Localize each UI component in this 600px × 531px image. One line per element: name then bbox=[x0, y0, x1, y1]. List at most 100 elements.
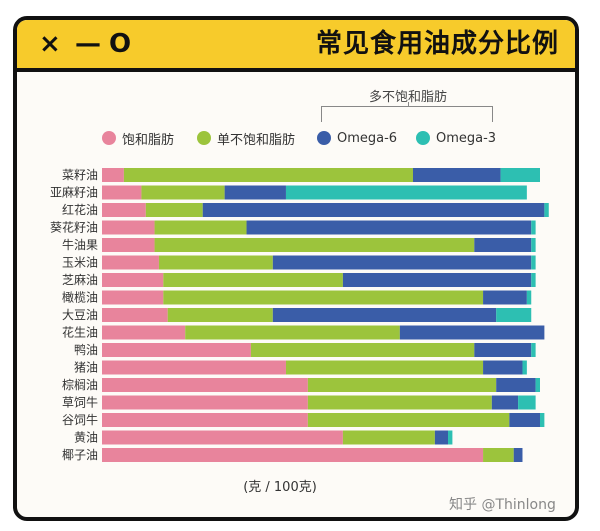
legend-item-omega6: Omega-6 bbox=[317, 127, 397, 149]
bar-segment bbox=[307, 413, 510, 427]
category-label: 橄榄油 bbox=[62, 290, 98, 305]
bar-segment bbox=[509, 413, 540, 427]
legend-dot-saturated bbox=[102, 131, 116, 145]
bar-segment bbox=[224, 185, 286, 200]
bar-segment bbox=[535, 378, 540, 392]
category-label: 椰子油 bbox=[62, 447, 98, 462]
bar-segment bbox=[496, 308, 532, 322]
credit-text: 知乎 @Thinlong bbox=[449, 497, 556, 513]
bar-segment bbox=[448, 430, 453, 445]
bar-segment bbox=[123, 168, 413, 182]
bar-segment bbox=[531, 273, 536, 287]
x-axis-label: (克 / 100克) bbox=[243, 480, 317, 495]
bar-segment bbox=[307, 378, 497, 392]
bar-segment bbox=[399, 325, 545, 340]
bar-segment bbox=[412, 168, 501, 182]
bar-segment bbox=[102, 325, 186, 340]
bar-segment bbox=[483, 290, 527, 305]
legend-group-label: 多不饱和脂肪 bbox=[368, 90, 447, 105]
bar-segment bbox=[531, 255, 536, 270]
bar-segment bbox=[474, 343, 532, 357]
bar-segment bbox=[145, 203, 203, 217]
bar-segment bbox=[531, 220, 536, 235]
bar-segment bbox=[483, 360, 523, 375]
bar-segment bbox=[102, 413, 308, 427]
bar-segment bbox=[158, 255, 273, 270]
bar-segment bbox=[246, 220, 532, 235]
legend-label-saturated: 饱和脂肪 bbox=[122, 132, 175, 148]
bar-segment bbox=[522, 360, 527, 375]
bar-segment bbox=[163, 290, 484, 305]
bar-segment bbox=[102, 378, 308, 392]
bar-segment bbox=[102, 360, 286, 375]
legend-label-omega6: Omega-6 bbox=[337, 130, 398, 146]
legend-label-omega3: Omega-3 bbox=[436, 130, 497, 146]
legend-group-polyunsaturated: 多不饱和脂肪 bbox=[318, 86, 498, 126]
bar-segment bbox=[102, 290, 164, 305]
category-label: 牛油果 bbox=[62, 237, 98, 252]
bar-segment bbox=[185, 325, 400, 340]
category-label: 芝麻油 bbox=[62, 272, 98, 287]
bar-segment bbox=[102, 220, 155, 235]
bar-segment bbox=[342, 273, 532, 287]
legend-dot-mono bbox=[197, 131, 211, 145]
bar-segment bbox=[526, 290, 532, 305]
bar-segment bbox=[102, 430, 343, 445]
bar-segment bbox=[167, 308, 273, 322]
bar-segment bbox=[491, 395, 519, 410]
category-label: 草饲牛 bbox=[62, 395, 98, 410]
bar-segment bbox=[102, 343, 251, 357]
bar-segment bbox=[102, 273, 164, 287]
bar-segment bbox=[544, 203, 549, 217]
legend-label-mono: 单不饱和脂肪 bbox=[217, 132, 296, 148]
maximize-icon: O bbox=[109, 29, 132, 59]
legend-item-saturated: 饱和脂肪 bbox=[102, 127, 174, 149]
legend-item-mono: 单不饱和脂肪 bbox=[197, 127, 295, 149]
bar-segment bbox=[483, 448, 514, 462]
category-label: 谷饲牛 bbox=[62, 412, 98, 427]
bar-segment bbox=[102, 395, 308, 410]
bar-segment bbox=[102, 308, 168, 322]
category-label: 玉米油 bbox=[62, 256, 98, 270]
bar-segment bbox=[250, 343, 475, 357]
bar-segment bbox=[102, 448, 484, 462]
close-icon: × bbox=[39, 29, 61, 59]
bar-segment bbox=[342, 430, 435, 445]
minimize-icon: — bbox=[75, 29, 101, 59]
category-label: 葵花籽油 bbox=[50, 220, 98, 235]
category-label: 大豆油 bbox=[62, 308, 98, 322]
bar-segment bbox=[513, 448, 523, 462]
bar-segment bbox=[102, 185, 142, 200]
bar-segment bbox=[285, 360, 484, 375]
bar-segment bbox=[307, 395, 492, 410]
bar-segment bbox=[531, 238, 536, 252]
title-bar: × — O 常见食用油成分比例 bbox=[17, 20, 575, 72]
bar-segment bbox=[272, 255, 532, 270]
category-label: 棕榈油 bbox=[62, 377, 98, 392]
bar-segment bbox=[272, 308, 497, 322]
bar-segment bbox=[102, 255, 159, 270]
page-title: 常见食用油成分比例 bbox=[315, 29, 559, 59]
bar-segment bbox=[540, 413, 545, 427]
category-label: 亚麻籽油 bbox=[50, 185, 98, 200]
legend-bracket bbox=[321, 102, 493, 122]
legend-dot-omega3 bbox=[416, 131, 430, 145]
bar-segment bbox=[163, 273, 343, 287]
bar-segment bbox=[202, 203, 545, 217]
bar-segment bbox=[434, 430, 449, 445]
category-label: 黄油 bbox=[74, 431, 98, 445]
bar-segment bbox=[474, 238, 532, 252]
category-label: 花生油 bbox=[62, 325, 98, 340]
bar-segment bbox=[102, 168, 124, 182]
bar-segment bbox=[285, 185, 527, 200]
bar-segment bbox=[518, 395, 536, 410]
bar-segment bbox=[496, 378, 536, 392]
category-label: 鸭油 bbox=[74, 343, 98, 357]
bar-segment bbox=[154, 220, 247, 235]
bar-segment bbox=[531, 343, 536, 357]
legend-item-omega3: Omega-3 bbox=[416, 127, 496, 149]
bar-segment bbox=[500, 168, 540, 182]
category-label: 红花油 bbox=[62, 202, 98, 217]
bar-segment bbox=[102, 203, 146, 217]
